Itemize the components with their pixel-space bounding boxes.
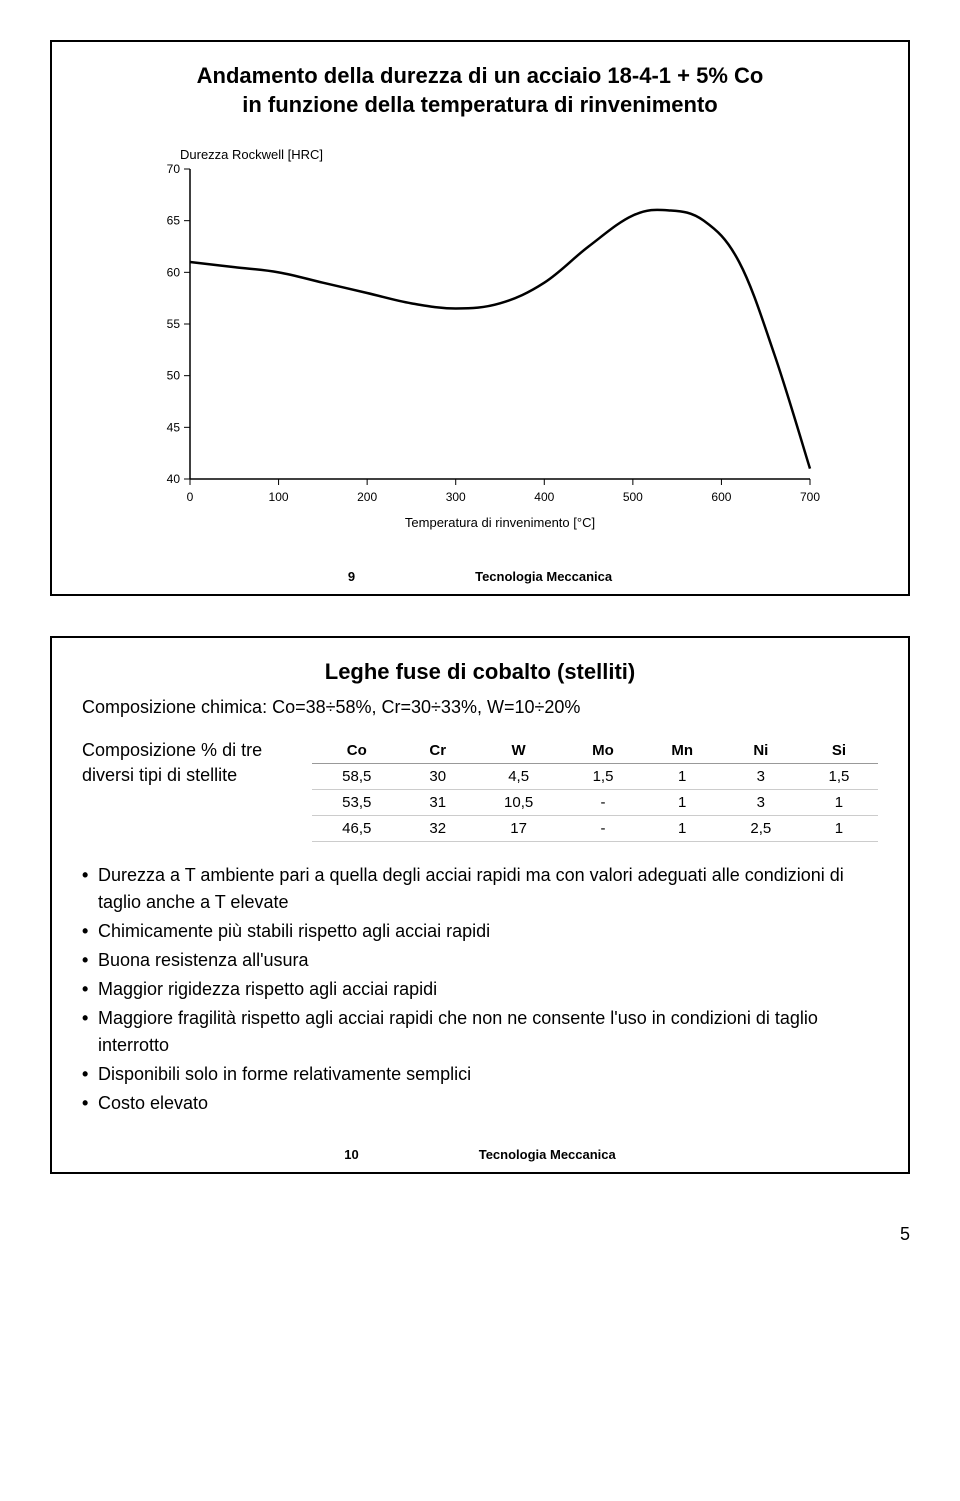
table-cell: 17 (474, 815, 564, 841)
table-cell: 1 (800, 789, 878, 815)
composition-table: CoCrWMoMnNiSi58,5304,51,5131,553,53110,5… (312, 738, 878, 842)
table-header: W (474, 738, 564, 764)
composition-row: Composizione % di tre diversi tipi di st… (82, 738, 878, 842)
table-cell: 3 (722, 763, 800, 789)
table-row: 58,5304,51,5131,5 (312, 763, 878, 789)
slide1-footer-label: Tecnologia Meccanica (475, 569, 612, 584)
table-header: Mo (563, 738, 642, 764)
bullet-item: Disponibili solo in forme relativamente … (82, 1061, 878, 1088)
svg-text:45: 45 (167, 421, 181, 435)
table-cell: 1 (643, 789, 722, 815)
svg-text:700: 700 (800, 490, 820, 504)
svg-text:65: 65 (167, 214, 181, 228)
bullet-item: Chimicamente più stabili rispetto agli a… (82, 918, 878, 945)
svg-text:0: 0 (187, 490, 194, 504)
table-header: Mn (643, 738, 722, 764)
title-line1: Andamento della durezza di un acciaio 18… (197, 63, 764, 88)
bullet-item: Durezza a T ambiente pari a quella degli… (82, 862, 878, 916)
svg-text:400: 400 (534, 490, 554, 504)
table-cell: 1,5 (800, 763, 878, 789)
svg-text:100: 100 (269, 490, 289, 504)
slide2-subtitle: Composizione chimica: Co=38÷58%, Cr=30÷3… (82, 697, 878, 718)
table-cell: 58,5 (312, 763, 402, 789)
svg-text:Durezza Rockwell [HRC]: Durezza Rockwell [HRC] (180, 147, 323, 162)
slide1-footer: 9 Tecnologia Meccanica (82, 569, 878, 584)
svg-text:60: 60 (167, 266, 181, 280)
table-cell: 32 (402, 815, 474, 841)
table-row: 46,53217-12,51 (312, 815, 878, 841)
svg-text:Temperatura di rinvenimento [°: Temperatura di rinvenimento [°C] (405, 515, 595, 530)
table-cell: - (563, 789, 642, 815)
table-cell: 10,5 (474, 789, 564, 815)
table-cell: 2,5 (722, 815, 800, 841)
svg-text:50: 50 (167, 369, 181, 383)
table-header: Si (800, 738, 878, 764)
table-cell: 1,5 (563, 763, 642, 789)
comp-label-l3: stellite (186, 765, 237, 785)
title-line2: in funzione della temperatura di rinveni… (242, 92, 718, 117)
slide2-number: 10 (344, 1147, 358, 1162)
table-cell: 4,5 (474, 763, 564, 789)
bullet-list: Durezza a T ambiente pari a quella degli… (82, 862, 878, 1117)
table-header: Cr (402, 738, 474, 764)
svg-text:40: 40 (167, 472, 181, 486)
table-cell: 1 (643, 815, 722, 841)
svg-text:55: 55 (167, 317, 181, 331)
table-header: Ni (722, 738, 800, 764)
bullet-item: Maggiore fragilità rispetto agli acciai … (82, 1005, 878, 1059)
svg-text:300: 300 (446, 490, 466, 504)
page-number: 5 (0, 1214, 960, 1275)
table-cell: 30 (402, 763, 474, 789)
bullet-item: Buona resistenza all'usura (82, 947, 878, 974)
table-row: 53,53110,5-131 (312, 789, 878, 815)
slide2-footer: 10 Tecnologia Meccanica (82, 1147, 878, 1162)
svg-text:70: 70 (167, 162, 181, 176)
comp-label-l1: Composizione % (82, 740, 217, 760)
table-cell: 31 (402, 789, 474, 815)
bullet-item: Maggior rigidezza rispetto agli acciai r… (82, 976, 878, 1003)
hardness-chart: 404550556065700100200300400500600700Dure… (130, 139, 830, 539)
composition-label: Composizione % di tre diversi tipi di st… (82, 738, 282, 788)
table-header: Co (312, 738, 402, 764)
slide1-number: 9 (348, 569, 355, 584)
svg-text:500: 500 (623, 490, 643, 504)
slide-2: Leghe fuse di cobalto (stelliti) Composi… (50, 636, 910, 1174)
svg-text:200: 200 (357, 490, 377, 504)
table-cell: 46,5 (312, 815, 402, 841)
slide2-title: Leghe fuse di cobalto (stelliti) (82, 658, 878, 687)
bullet-item: Costo elevato (82, 1090, 878, 1117)
slide-1: Andamento della durezza di un acciaio 18… (50, 40, 910, 596)
chart-svg: 404550556065700100200300400500600700Dure… (130, 139, 830, 539)
table-cell: 1 (643, 763, 722, 789)
table-cell: 3 (722, 789, 800, 815)
slide2-footer-label: Tecnologia Meccanica (479, 1147, 616, 1162)
table-cell: 53,5 (312, 789, 402, 815)
table-cell: - (563, 815, 642, 841)
slide1-title: Andamento della durezza di un acciaio 18… (82, 62, 878, 119)
table-cell: 1 (800, 815, 878, 841)
svg-text:600: 600 (711, 490, 731, 504)
